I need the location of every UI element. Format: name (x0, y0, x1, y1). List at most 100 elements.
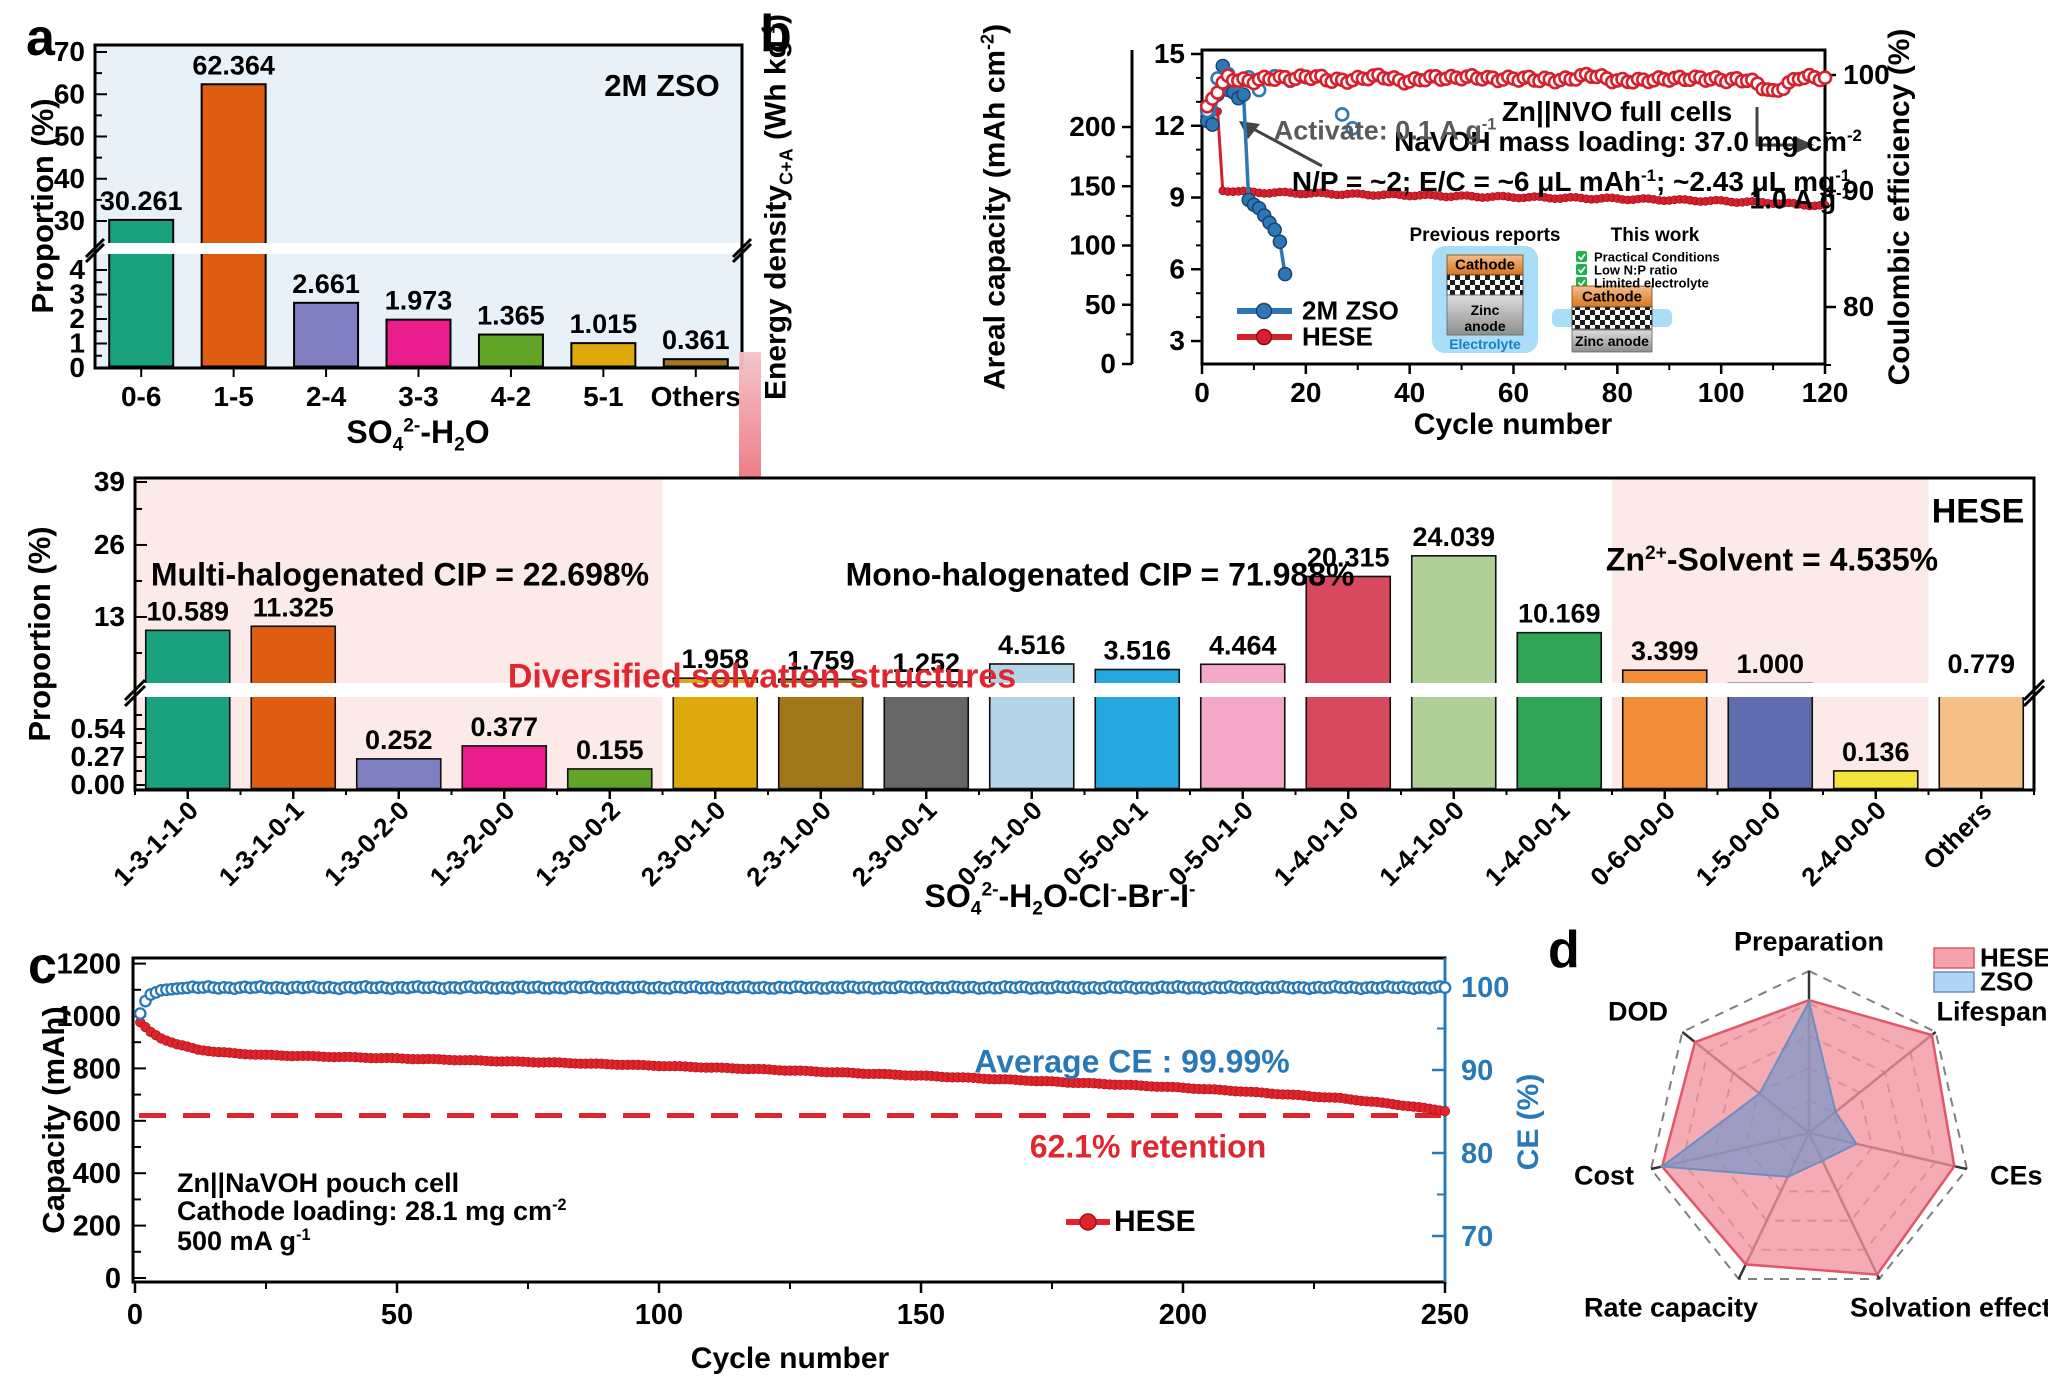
svg-text:1-3-0-0-2: 1-3-0-0-2 (529, 795, 626, 892)
svg-text:1.015: 1.015 (570, 309, 638, 339)
svg-text:70: 70 (54, 36, 85, 67)
svg-text:0.779: 0.779 (1947, 649, 2015, 679)
svg-text:Others: Others (651, 381, 741, 412)
svg-text:2-4: 2-4 (306, 381, 347, 412)
svg-text:1-4-1-0-0: 1-4-1-0-0 (1373, 795, 1470, 892)
svg-text:12: 12 (1154, 110, 1185, 141)
svg-text:3: 3 (1169, 325, 1185, 356)
svg-text:0.155: 0.155 (576, 735, 644, 765)
svg-text:1-3-2-0-0: 1-3-2-0-0 (424, 795, 521, 892)
svg-text:30.261: 30.261 (100, 186, 183, 216)
svg-text:120: 120 (1802, 377, 1849, 408)
svg-text:0.136: 0.136 (1842, 737, 1910, 767)
svg-text:0: 0 (127, 1299, 143, 1331)
svg-text:20: 20 (1290, 377, 1321, 408)
svg-text:Others: Others (1917, 795, 1997, 875)
svg-text:0-5-0-0-1: 0-5-0-0-1 (1057, 795, 1154, 892)
svg-text:2: 2 (69, 303, 85, 334)
svg-text:50: 50 (54, 121, 85, 152)
svg-text:80: 80 (1461, 1138, 1493, 1170)
svg-text:1.252: 1.252 (892, 648, 960, 678)
svg-text:15: 15 (1154, 38, 1185, 69)
svg-text:0.252: 0.252 (365, 725, 433, 755)
svg-text:1-5: 1-5 (213, 381, 253, 412)
svg-text:2-3-0-0-1: 2-3-0-0-1 (846, 795, 943, 892)
svg-text:0.377: 0.377 (470, 712, 538, 742)
svg-text:1-3-1-1-0: 1-3-1-1-0 (107, 795, 204, 892)
svg-text:600: 600 (73, 1106, 121, 1138)
svg-text:62.364: 62.364 (192, 50, 275, 80)
svg-text:4.516: 4.516 (998, 630, 1066, 660)
svg-text:2-3-1-0-0: 2-3-1-0-0 (740, 795, 837, 892)
svg-text:1-4-0-1-0: 1-4-0-1-0 (1268, 795, 1365, 892)
svg-text:0.00: 0.00 (71, 769, 126, 800)
svg-text:3: 3 (69, 279, 85, 310)
svg-text:13: 13 (94, 601, 125, 632)
svg-text:26: 26 (94, 529, 125, 560)
svg-text:1200: 1200 (56, 949, 121, 981)
svg-text:0: 0 (1194, 377, 1210, 408)
svg-text:40: 40 (1394, 377, 1425, 408)
svg-text:1000: 1000 (56, 1001, 121, 1033)
svg-text:60: 60 (54, 78, 85, 109)
svg-text:40: 40 (54, 163, 85, 194)
svg-text:4-2: 4-2 (491, 381, 531, 412)
svg-text:1-5-0-0-0: 1-5-0-0-0 (1690, 795, 1787, 892)
svg-text:1.973: 1.973 (385, 286, 453, 316)
svg-text:1.759: 1.759 (787, 645, 855, 675)
svg-text:11.325: 11.325 (253, 592, 334, 622)
svg-text:0.361: 0.361 (662, 325, 730, 355)
svg-text:80: 80 (1602, 377, 1633, 408)
svg-text:0-6: 0-6 (121, 381, 161, 412)
svg-text:1.000: 1.000 (1736, 649, 1804, 679)
svg-text:150: 150 (897, 1299, 945, 1331)
svg-text:90: 90 (1843, 175, 1874, 206)
svg-text:1: 1 (69, 328, 85, 359)
svg-text:200: 200 (1159, 1299, 1207, 1331)
svg-text:6: 6 (1169, 253, 1185, 284)
svg-text:24.039: 24.039 (1412, 522, 1495, 552)
svg-text:80: 80 (1843, 291, 1874, 322)
svg-text:70: 70 (1461, 1221, 1493, 1253)
svg-text:90: 90 (1461, 1055, 1493, 1087)
svg-text:30: 30 (54, 205, 85, 236)
svg-text:0-5-1-0-0: 0-5-1-0-0 (951, 795, 1048, 892)
svg-text:0.54: 0.54 (71, 713, 126, 744)
svg-text:250: 250 (1421, 1299, 1469, 1331)
svg-text:800: 800 (73, 1053, 121, 1085)
svg-text:1-4-0-0-1: 1-4-0-0-1 (1479, 795, 1576, 892)
svg-text:1-3-1-0-1: 1-3-1-0-1 (213, 795, 310, 892)
svg-text:100: 100 (1461, 972, 1509, 1004)
svg-text:100: 100 (635, 1299, 683, 1331)
svg-text:100: 100 (1843, 59, 1890, 90)
svg-text:4: 4 (69, 254, 85, 285)
svg-text:3.399: 3.399 (1631, 636, 1699, 666)
svg-text:0.27: 0.27 (71, 741, 126, 772)
svg-text:0-6-0-0-0: 0-6-0-0-0 (1584, 795, 1681, 892)
svg-text:0: 0 (105, 1263, 121, 1295)
svg-text:3-3: 3-3 (398, 381, 438, 412)
svg-text:50: 50 (1085, 289, 1116, 320)
svg-text:50: 50 (381, 1299, 413, 1331)
svg-text:4.464: 4.464 (1209, 630, 1277, 660)
svg-text:150: 150 (1069, 170, 1116, 201)
svg-text:0: 0 (1100, 348, 1116, 379)
svg-text:1-3-0-2-0: 1-3-0-2-0 (318, 795, 415, 892)
svg-text:0: 0 (69, 352, 85, 383)
svg-text:1.958: 1.958 (681, 644, 749, 674)
svg-text:200: 200 (73, 1211, 121, 1243)
svg-text:2-3-0-1-0: 2-3-0-1-0 (635, 795, 732, 892)
svg-text:10.169: 10.169 (1518, 599, 1601, 629)
svg-text:400: 400 (73, 1158, 121, 1190)
svg-text:20.315: 20.315 (1307, 542, 1390, 572)
svg-text:5-1: 5-1 (583, 381, 623, 412)
svg-text:1.365: 1.365 (477, 301, 545, 331)
svg-text:3.516: 3.516 (1103, 636, 1171, 666)
svg-text:39: 39 (94, 466, 125, 497)
svg-text:2-4-0-0-0: 2-4-0-0-0 (1795, 795, 1892, 892)
svg-text:0-5-0-1-0: 0-5-0-1-0 (1162, 795, 1259, 892)
svg-text:200: 200 (1069, 111, 1116, 142)
svg-text:9: 9 (1169, 182, 1185, 213)
